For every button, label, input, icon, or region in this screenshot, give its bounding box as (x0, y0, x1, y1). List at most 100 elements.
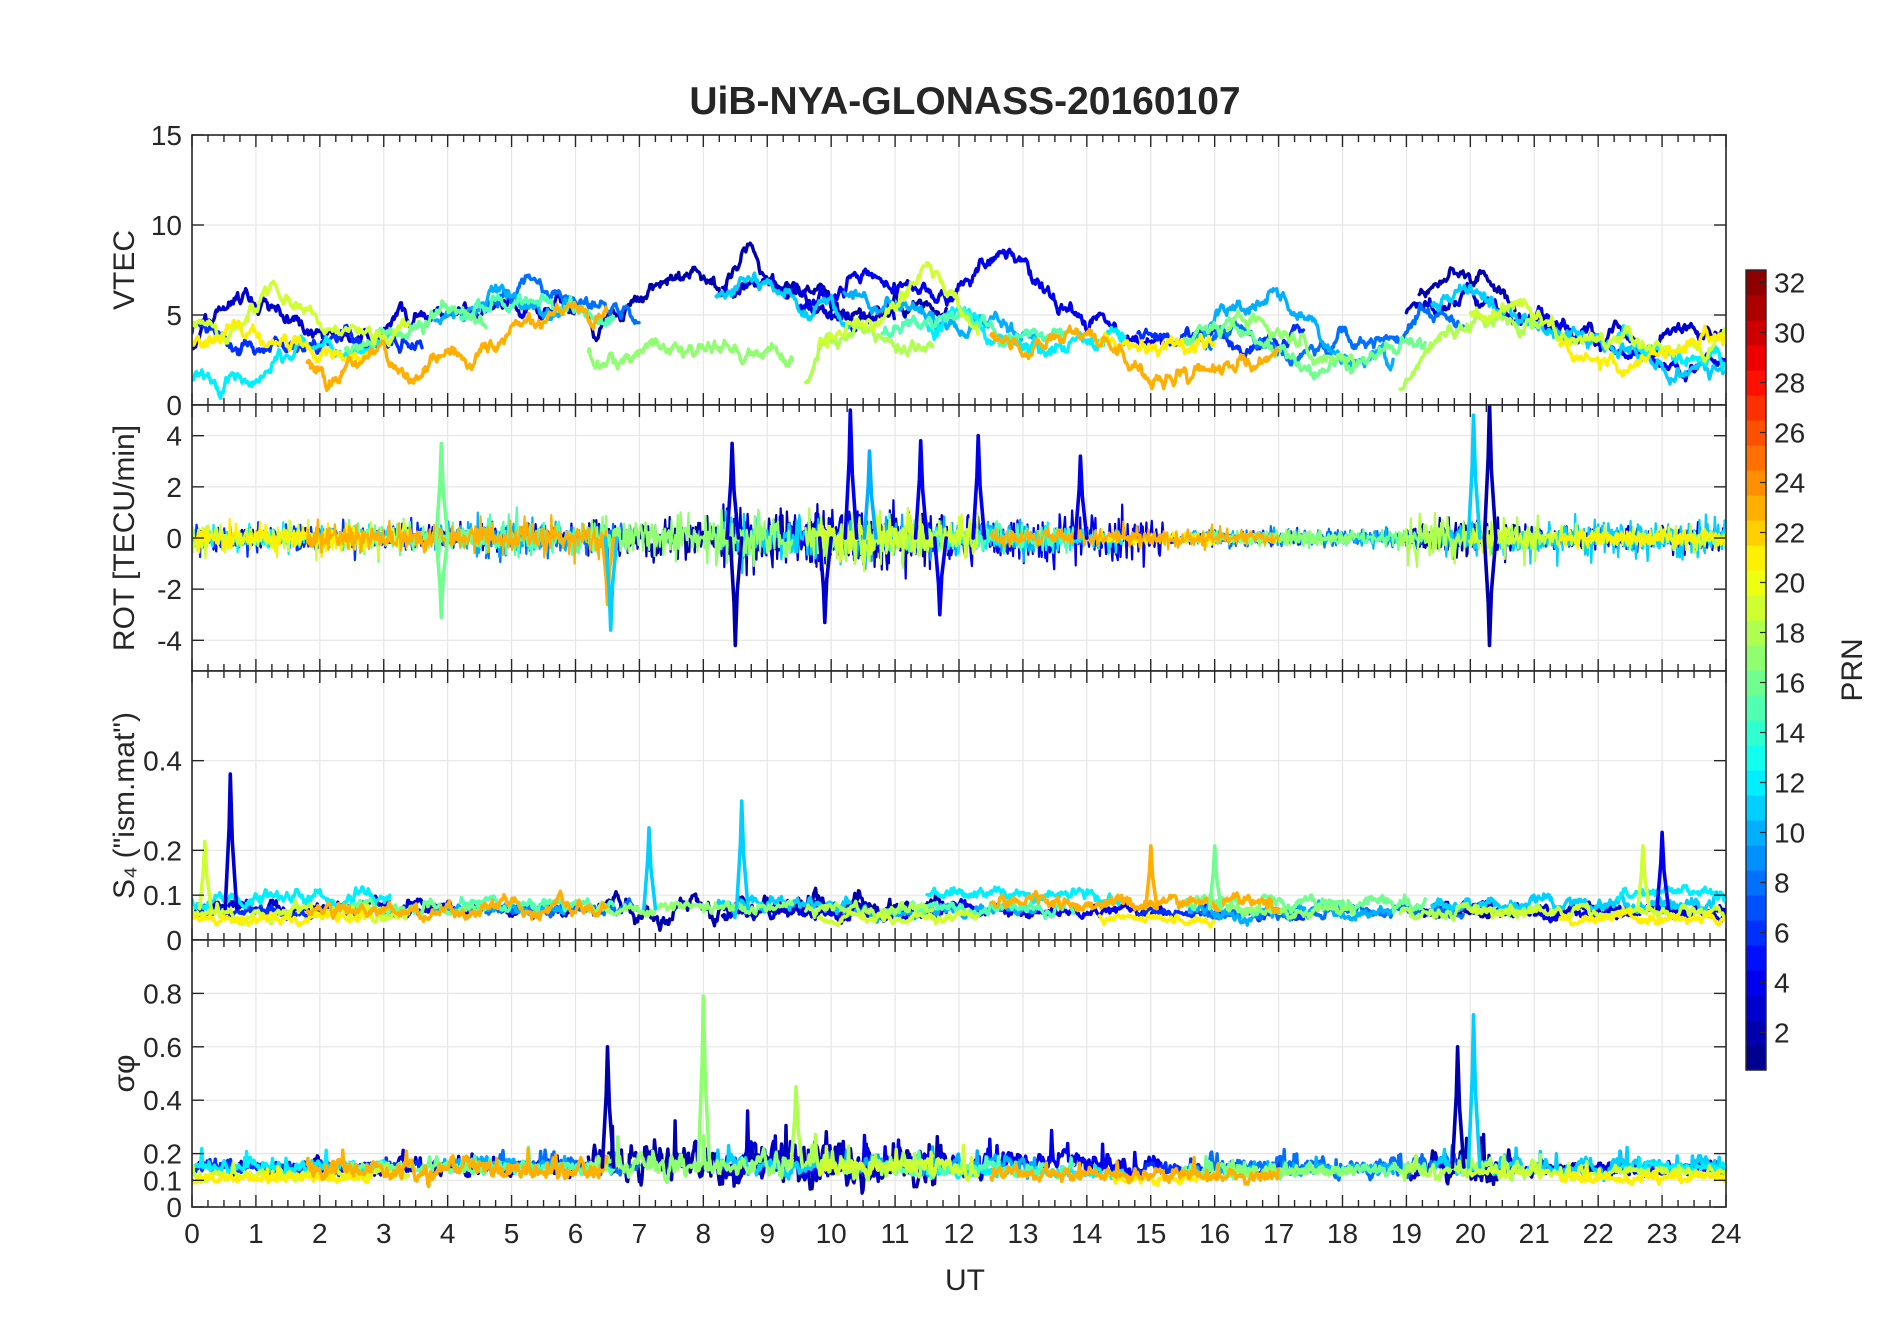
series-line-prn-23 (989, 520, 1280, 551)
y-tick-label: 4 (166, 421, 182, 452)
colorbar-swatch-prn-27 (1746, 395, 1766, 421)
colorbar-frame (1745, 269, 1767, 1071)
series-line-prn-18 (803, 899, 935, 920)
series-line-prn-16 (343, 299, 488, 356)
burst-spike-prn-11 (1466, 1013, 1482, 1169)
panel-sigma_phi-xticks (191, 940, 1727, 1207)
y-tick-label: 0.8 (143, 978, 182, 1009)
colorbar-swatch-prn-30 (1746, 320, 1766, 346)
burst-spike-prn-4 (913, 439, 929, 540)
x-tick-label: 21 (1519, 1218, 1550, 1249)
y-tick-label: 0 (166, 390, 182, 421)
x-tick-label: 6 (568, 1218, 584, 1249)
colorbar-swatch-prn-26 (1746, 420, 1766, 446)
panel-vtec-data (192, 241, 1726, 401)
burst-spike-prn-11 (603, 536, 619, 632)
colorbar-swatch-prn-8 (1746, 870, 1766, 896)
series-line-prn-21 (192, 1165, 373, 1185)
burst-spike-prn-4 (1655, 830, 1671, 911)
x-tick-label: 11 (881, 1218, 910, 1249)
series-line-prn-11 (1430, 890, 1726, 915)
x-axis-label: UT (945, 1264, 985, 1297)
colorbar-swatch-prn-18 (1746, 620, 1766, 646)
colorbar-tick-label: 26 (1774, 418, 1805, 449)
burst-spike-prn-2 (600, 1045, 616, 1169)
panel-s4: 0 0.1 0.2 0.4S₄ ("ism.mat") (108, 670, 1727, 956)
series-line-prn-21 (192, 910, 373, 928)
y-tick-label: 5 (166, 300, 182, 331)
colorbar-swatch-prn-2 (1746, 1020, 1766, 1046)
y-tick-label: 0.1 (143, 1165, 182, 1196)
panel-sigma_phi: 00.10.2 0.4 0.6 0.8 σφ (108, 939, 1727, 1223)
y-tick-label: 0 (166, 1192, 182, 1223)
panel-vtec: 0 5 10 15 VTEC (108, 120, 1727, 421)
series-line-prn-17 (1225, 903, 1357, 920)
series-line-prn-19 (816, 261, 980, 349)
burst-spike-prn-4 (932, 536, 948, 617)
burst-spike-prn-11 (642, 826, 658, 911)
series-line-prn-17 (1225, 1158, 1357, 1179)
series-line-prn-19 (816, 909, 980, 927)
colorbar-swatch-prn-12 (1746, 770, 1766, 796)
series-line-prn-23 (989, 1155, 1280, 1186)
colorbar-swatch-prn-31 (1746, 295, 1766, 321)
colorbar-swatch-prn-5 (1746, 945, 1766, 971)
x-tick-label: 2 (312, 1218, 328, 1249)
series-line-prn-11 (714, 271, 852, 330)
series-line-prn-23 (306, 514, 608, 565)
burst-spike-prn-10 (862, 449, 878, 540)
colorbar-swatch-prn-4 (1746, 970, 1766, 996)
x-tick-label: 20 (1455, 1218, 1486, 1249)
colorbar-swatch-prn-11 (1746, 795, 1766, 821)
y-axis-label-rot: ROT [TECU/min] (108, 425, 141, 651)
series-line-prn-21 (192, 517, 373, 559)
colorbar-swatch-prn-15 (1746, 695, 1766, 721)
colorbar-tick-label: 22 (1774, 518, 1805, 549)
burst-spike-prn-2 (728, 536, 744, 648)
y-axis-label-s4: S₄ ("ism.mat") (108, 712, 141, 899)
colorbar-swatch-prn-7 (1746, 895, 1766, 921)
burst-spike-prn-16 (1207, 844, 1223, 911)
series-line-prn-23 (305, 1147, 609, 1189)
x-tick-label: 19 (1391, 1218, 1422, 1249)
colorbar-swatch-prn-19 (1746, 595, 1766, 621)
series-line-prn-8 (1200, 302, 1465, 367)
panel-s4-xticks (191, 671, 1727, 940)
burst-spike-prn-2 (1450, 1045, 1466, 1169)
colorbar-swatch-prn-21 (1746, 545, 1766, 571)
chart-title: UiB-NYA-GLONASS-20160107 (689, 80, 1240, 123)
colorbar-tick-label: 6 (1774, 918, 1790, 949)
colorbar-swatch-prn-1 (1746, 1045, 1766, 1071)
colorbar-swatch-prn-28 (1746, 370, 1766, 396)
colorbar-tick-label: 8 (1774, 868, 1790, 899)
colorbar-tick-label: 16 (1774, 668, 1805, 699)
series-line-prn-11 (1430, 283, 1726, 386)
x-tick-label: 17 (1263, 1218, 1294, 1249)
colorbar-swatch-prn-25 (1746, 445, 1766, 471)
burst-spike-prn-19 (1636, 844, 1652, 911)
y-tick-label: -2 (157, 574, 182, 605)
colorbar-swatch-prn-23 (1746, 495, 1766, 521)
colorbar-swatch-prn-3 (1746, 995, 1766, 1021)
x-tick-label: 10 (816, 1218, 847, 1249)
colorbar-swatch-prn-13 (1746, 745, 1766, 771)
burst-spike-prn-23 (1143, 844, 1159, 911)
colorbar-tick-label: 24 (1774, 468, 1805, 499)
colorbar-swatch-prn-29 (1746, 345, 1766, 371)
burst-spike-prn-19 (197, 839, 213, 911)
y-axis-label-vtec: VTEC (108, 230, 141, 310)
burst-spike-prn-2 (1482, 536, 1498, 648)
panel-rot-xticks (191, 405, 1727, 671)
series-line-prn-18 (804, 507, 934, 569)
colorbar-tick-label: 12 (1774, 768, 1805, 799)
x-tick-label: 18 (1327, 1218, 1358, 1249)
y-tick-label: 0.6 (143, 1032, 182, 1063)
y-tick-label: 0.2 (143, 1139, 182, 1170)
burst-spike-prn-11 (1466, 413, 1482, 540)
colorbar-tick-label: 18 (1774, 618, 1805, 649)
colorbar-label: PRN (1836, 638, 1869, 701)
series-line-prn-19 (192, 279, 411, 347)
